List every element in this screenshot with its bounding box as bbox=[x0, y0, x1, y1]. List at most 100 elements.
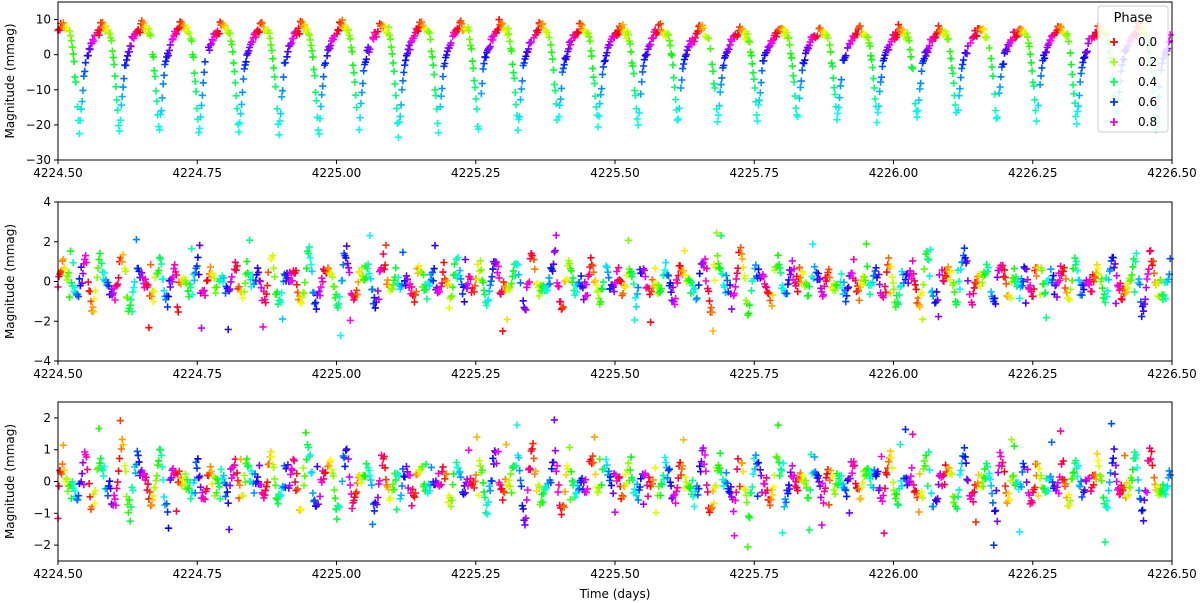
data-point bbox=[382, 476, 390, 484]
data-point bbox=[715, 464, 723, 472]
data-point bbox=[640, 266, 648, 275]
data-point bbox=[411, 291, 419, 299]
data-point bbox=[146, 488, 154, 496]
data-point bbox=[321, 59, 329, 67]
data-point bbox=[816, 275, 824, 283]
data-point bbox=[160, 71, 168, 79]
data-point bbox=[566, 41, 574, 49]
data-point bbox=[276, 117, 284, 125]
data-point bbox=[274, 500, 282, 508]
data-point bbox=[307, 469, 315, 477]
data-point bbox=[472, 471, 480, 479]
data-point bbox=[741, 486, 749, 494]
data-point bbox=[237, 110, 245, 118]
data-point bbox=[63, 475, 71, 483]
legend-marker bbox=[1110, 38, 1118, 46]
data-point bbox=[390, 67, 398, 75]
y-tick-label: 0 bbox=[43, 275, 51, 289]
data-point bbox=[702, 277, 710, 285]
data-point bbox=[643, 50, 651, 59]
data-points bbox=[54, 229, 1174, 340]
data-point bbox=[1135, 275, 1143, 283]
data-point bbox=[1109, 454, 1117, 462]
data-point bbox=[484, 510, 492, 518]
data-point bbox=[308, 468, 316, 476]
data-point bbox=[472, 95, 480, 103]
data-points bbox=[54, 16, 1174, 141]
data-point bbox=[1124, 491, 1132, 499]
data-point bbox=[791, 92, 799, 100]
data-point bbox=[147, 261, 155, 269]
data-point bbox=[358, 88, 366, 97]
data-point bbox=[1166, 255, 1174, 263]
data-point bbox=[590, 458, 598, 467]
data-point bbox=[1079, 58, 1087, 66]
data-point bbox=[64, 272, 72, 280]
data-point bbox=[677, 471, 685, 479]
data-point bbox=[762, 474, 771, 482]
data-point bbox=[317, 283, 325, 291]
data-point bbox=[960, 444, 968, 452]
data-point bbox=[498, 287, 506, 295]
data-point bbox=[1009, 472, 1017, 480]
data-point bbox=[393, 104, 401, 112]
data-point bbox=[454, 253, 462, 262]
data-point bbox=[928, 287, 936, 295]
data-point bbox=[555, 283, 563, 291]
data-point bbox=[228, 40, 236, 49]
data-point bbox=[427, 47, 435, 55]
data-point bbox=[743, 33, 751, 41]
data-point bbox=[439, 268, 447, 276]
data-point bbox=[658, 481, 666, 489]
data-point bbox=[98, 259, 106, 267]
data-point bbox=[1024, 33, 1032, 41]
data-point bbox=[1137, 495, 1145, 503]
data-point bbox=[430, 71, 438, 79]
data-point bbox=[362, 274, 370, 282]
data-point bbox=[670, 491, 678, 499]
data-point bbox=[664, 272, 673, 280]
data-point bbox=[867, 52, 875, 60]
data-point bbox=[681, 473, 689, 481]
data-point bbox=[751, 84, 759, 92]
data-point bbox=[691, 34, 699, 42]
data-point bbox=[367, 275, 375, 283]
data-point bbox=[1066, 497, 1074, 505]
x-tick-label: 4224.75 bbox=[172, 367, 222, 381]
data-point bbox=[396, 112, 404, 120]
data-point bbox=[641, 469, 649, 477]
data-point bbox=[296, 298, 304, 306]
data-point bbox=[749, 69, 757, 77]
data-point bbox=[299, 288, 307, 296]
data-point bbox=[115, 121, 123, 130]
data-point bbox=[107, 37, 116, 45]
data-point bbox=[480, 60, 488, 68]
data-point bbox=[560, 503, 568, 511]
data-point bbox=[74, 496, 82, 504]
data-point bbox=[489, 265, 497, 273]
data-point bbox=[1007, 294, 1015, 302]
data-point bbox=[516, 476, 525, 484]
data-point bbox=[633, 290, 641, 298]
data-point bbox=[551, 87, 559, 95]
data-point bbox=[956, 471, 964, 479]
data-point bbox=[842, 52, 850, 60]
data-point bbox=[672, 294, 680, 303]
data-point bbox=[993, 273, 1001, 281]
data-point bbox=[108, 47, 116, 55]
data-point bbox=[945, 464, 953, 472]
x-tick-label: 4226.00 bbox=[869, 367, 919, 381]
data-point bbox=[957, 466, 965, 474]
data-point bbox=[82, 59, 90, 67]
data-point bbox=[549, 260, 558, 268]
data-point bbox=[151, 72, 159, 81]
data-point bbox=[711, 276, 719, 284]
data-point bbox=[64, 487, 72, 495]
data-point bbox=[713, 229, 721, 237]
data-point bbox=[74, 492, 83, 500]
data-point bbox=[292, 267, 300, 275]
data-point bbox=[528, 252, 536, 260]
data-point bbox=[79, 459, 87, 467]
data-point bbox=[477, 90, 485, 98]
data-point bbox=[702, 467, 710, 475]
